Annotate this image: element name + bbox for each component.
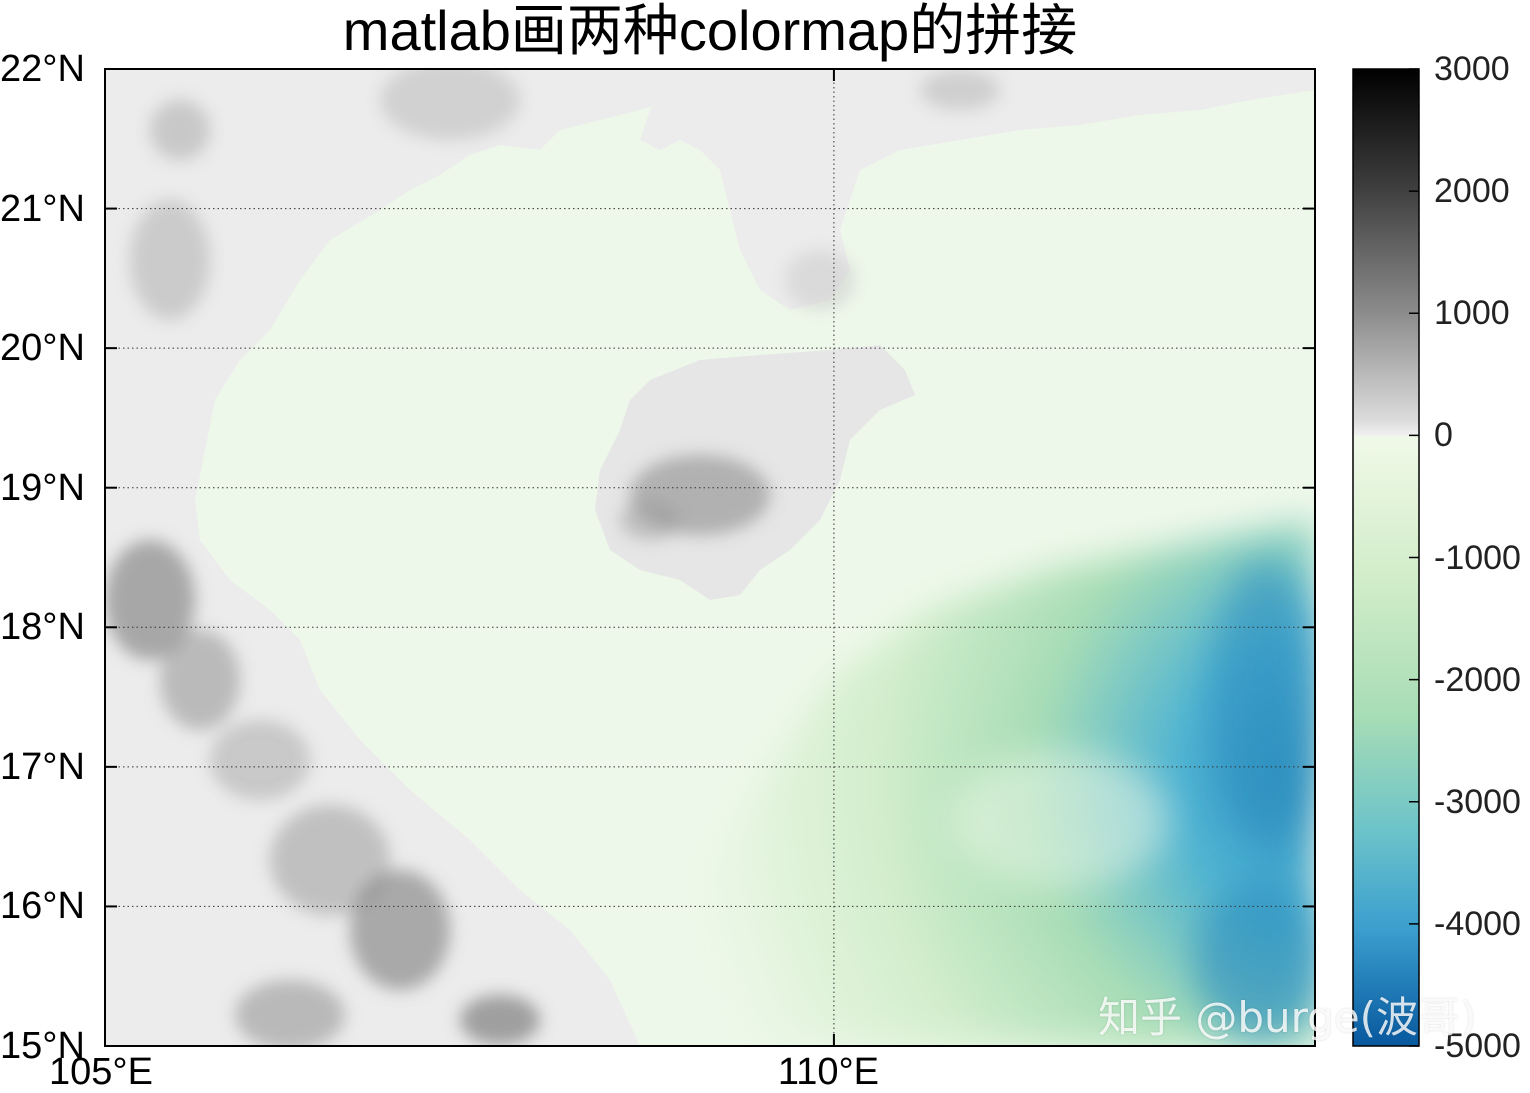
map-title: matlab画两种colormap的拼接 [342, 0, 1078, 62]
deep-trough [1210, 560, 1315, 840]
axis-ticks [104, 68, 1315, 1047]
deep-trough [1195, 880, 1315, 1040]
land-guangdong [640, 69, 1315, 310]
terrain-shade [920, 70, 1000, 110]
terrain-shade [350, 870, 450, 990]
colorbar-tick-label: 2000 [1434, 172, 1510, 211]
lat-tick-label: 20°N [0, 327, 85, 370]
lon-tick-label: 105°E [49, 1051, 153, 1093]
colorbar-tick-label: -2000 [1434, 660, 1521, 699]
lat-tick-label: 15°N [0, 1025, 85, 1067]
lat-tick-label: 19°N [0, 466, 85, 509]
terrain-shade [130, 200, 210, 320]
colorbar-tick-label: -3000 [1434, 782, 1521, 821]
colorbar [1352, 68, 1420, 1047]
lat-tick-label: 21°N [0, 187, 85, 230]
land-vietnam [105, 69, 700, 1046]
colorbar-tick-label: 3000 [1434, 50, 1510, 88]
colorbar-tick-label: 0 [1434, 416, 1453, 455]
axes-frame [104, 68, 1316, 1047]
colorbar-tick-label: 1000 [1434, 294, 1510, 333]
colorbar-tick-label: -5000 [1434, 1027, 1521, 1065]
terrain-shade [160, 630, 240, 730]
terrain-shade [460, 995, 540, 1045]
terrain-shade [380, 69, 520, 140]
colorbar-ticks [1409, 68, 1419, 1047]
lat-tick-label: 17°N [0, 745, 85, 788]
lat-tick-label: 18°N [0, 606, 85, 649]
terrain-shade [785, 250, 855, 310]
watermark: 知乎 @burge(波哥) [1098, 993, 1477, 1042]
terrain-shade [235, 980, 345, 1046]
terrain-shade [150, 100, 210, 160]
colorbar-tick-label: -1000 [1434, 538, 1521, 577]
colorbar-tick-label: -4000 [1434, 904, 1521, 943]
lat-tick-label: 16°N [0, 885, 85, 928]
terrain-shade [105, 540, 195, 660]
lat-tick-label: 22°N [0, 48, 85, 90]
terrain-shade [210, 720, 310, 800]
terrain-shade [270, 805, 390, 915]
gridlines [105, 69, 1315, 1046]
seamount [950, 750, 1170, 890]
terrain-shade [620, 500, 680, 540]
lon-tick-label: 110°E [777, 1051, 880, 1093]
